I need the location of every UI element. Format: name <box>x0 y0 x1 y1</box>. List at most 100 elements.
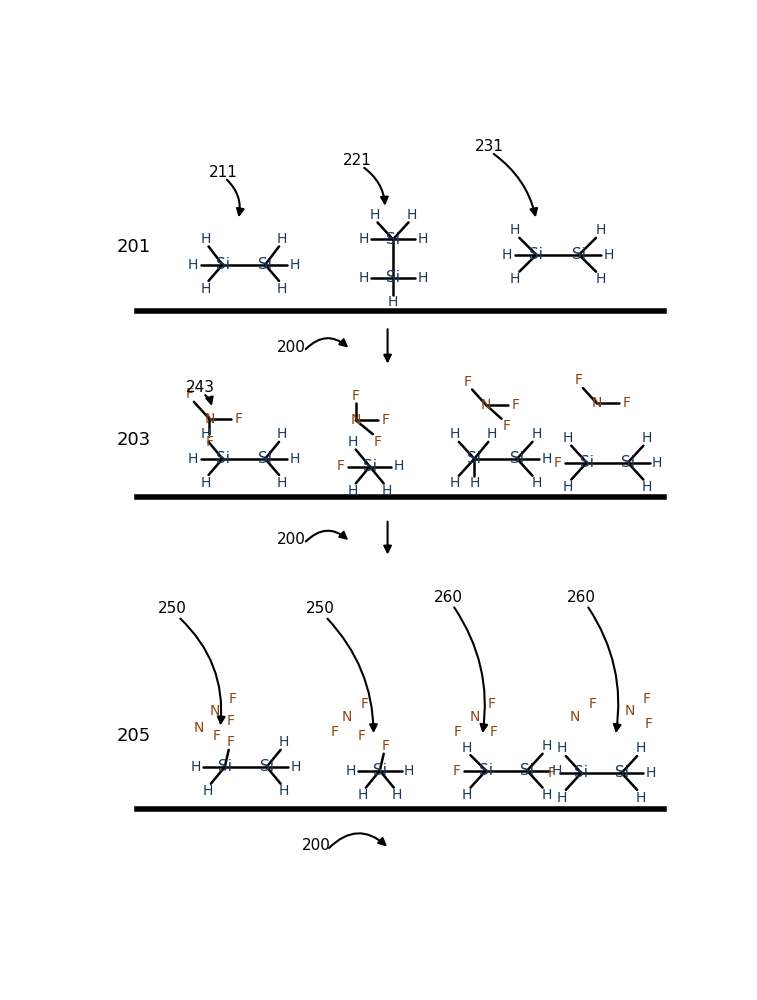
Text: F: F <box>512 398 519 412</box>
Text: F: F <box>382 739 390 753</box>
Text: H: H <box>562 431 572 445</box>
Text: F: F <box>453 764 460 778</box>
Text: Si: Si <box>467 451 481 466</box>
Text: H: H <box>652 456 662 470</box>
Text: H: H <box>462 788 472 802</box>
Text: H: H <box>541 452 552 466</box>
Text: F: F <box>336 460 344 474</box>
Text: Si: Si <box>580 455 593 470</box>
Text: H: H <box>407 208 417 222</box>
Text: F: F <box>227 735 235 749</box>
Text: H: H <box>382 484 392 498</box>
Text: H: H <box>201 282 210 296</box>
Text: 205: 205 <box>117 727 151 745</box>
Text: F: F <box>502 419 510 433</box>
Text: H: H <box>358 271 369 285</box>
Text: H: H <box>289 258 300 272</box>
Text: F: F <box>488 697 495 711</box>
Text: F: F <box>226 714 234 728</box>
Text: 260: 260 <box>434 590 463 605</box>
Text: 200: 200 <box>277 532 306 547</box>
Text: Si: Si <box>216 451 229 466</box>
Text: H: H <box>369 208 379 222</box>
Text: 250: 250 <box>305 601 335 616</box>
Text: H: H <box>450 427 460 441</box>
Text: H: H <box>556 791 567 805</box>
Text: N: N <box>194 721 204 735</box>
Text: H: H <box>596 272 606 286</box>
Text: H: H <box>277 476 288 490</box>
Text: H: H <box>279 784 289 798</box>
Text: H: H <box>201 232 210 246</box>
Text: H: H <box>190 760 201 774</box>
Text: H: H <box>642 431 653 445</box>
Text: F: F <box>490 725 498 739</box>
Text: Si: Si <box>479 763 493 778</box>
Text: H: H <box>357 788 368 802</box>
Text: 211: 211 <box>210 165 238 180</box>
Text: Si: Si <box>510 451 524 466</box>
Text: H: H <box>531 427 541 441</box>
Text: F: F <box>213 729 221 743</box>
Text: H: H <box>347 435 358 449</box>
Text: N: N <box>469 710 480 724</box>
Text: Si: Si <box>386 232 400 247</box>
Text: F: F <box>645 717 653 731</box>
Text: N: N <box>350 413 361 427</box>
Text: 260: 260 <box>568 590 597 605</box>
Text: F: F <box>360 697 369 711</box>
Text: Si: Si <box>258 257 272 272</box>
Text: H: H <box>556 741 567 755</box>
Text: H: H <box>469 476 480 490</box>
Text: F: F <box>358 729 366 743</box>
Text: H: H <box>541 788 552 802</box>
Text: H: H <box>201 476 210 490</box>
Text: 201: 201 <box>117 238 151 256</box>
Text: H: H <box>636 791 646 805</box>
Text: Si: Si <box>575 765 588 780</box>
Text: N: N <box>204 412 214 426</box>
Text: N: N <box>625 704 634 718</box>
Text: H: H <box>417 271 428 285</box>
Text: H: H <box>450 476 460 490</box>
Text: Si: Si <box>621 455 635 470</box>
Text: N: N <box>592 396 602 410</box>
Text: H: H <box>345 764 356 778</box>
Text: H: H <box>291 760 301 774</box>
Text: F: F <box>553 456 561 470</box>
Text: 250: 250 <box>158 601 187 616</box>
Text: H: H <box>541 739 552 753</box>
Text: H: H <box>509 272 520 286</box>
Text: Si: Si <box>373 763 387 778</box>
Text: Si: Si <box>218 759 232 774</box>
Text: H: H <box>603 248 614 262</box>
Text: H: H <box>596 223 606 237</box>
Text: Si: Si <box>529 247 544 262</box>
Text: H: H <box>391 788 402 802</box>
Text: F: F <box>643 692 650 706</box>
Text: Si: Si <box>615 765 628 780</box>
Text: F: F <box>373 435 382 449</box>
Text: F: F <box>205 435 213 449</box>
Text: H: H <box>279 735 289 749</box>
Text: Si: Si <box>572 247 586 262</box>
Text: Si: Si <box>520 763 534 778</box>
Text: F: F <box>463 375 472 389</box>
Text: H: H <box>188 258 198 272</box>
Text: F: F <box>548 766 556 780</box>
Text: H: H <box>642 480 653 494</box>
Text: H: H <box>509 223 520 237</box>
Text: F: F <box>235 412 243 426</box>
Text: F: F <box>185 387 193 401</box>
Text: 200: 200 <box>302 838 332 853</box>
Text: N: N <box>341 710 352 724</box>
Text: H: H <box>462 741 472 755</box>
Text: H: H <box>203 784 213 798</box>
Text: Si: Si <box>260 759 274 774</box>
Text: F: F <box>382 413 389 427</box>
Text: H: H <box>277 232 288 246</box>
Text: 203: 203 <box>117 431 151 449</box>
Text: N: N <box>210 704 220 718</box>
Text: Si: Si <box>386 270 400 285</box>
Text: F: F <box>588 697 597 711</box>
